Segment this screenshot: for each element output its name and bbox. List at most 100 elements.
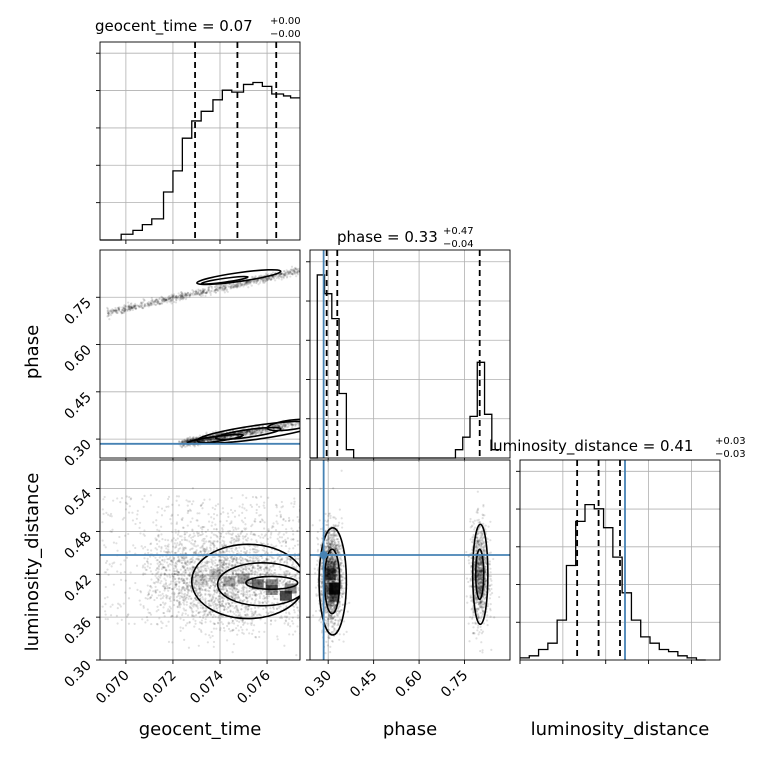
sample-point bbox=[118, 306, 121, 309]
sample-point bbox=[176, 533, 180, 536]
sample-point bbox=[291, 519, 295, 522]
sample-point bbox=[186, 622, 189, 625]
sample-point bbox=[203, 291, 206, 294]
sample-point bbox=[220, 289, 224, 292]
sample-point bbox=[305, 419, 307, 421]
sample-point bbox=[160, 300, 163, 303]
sample-point bbox=[187, 569, 190, 572]
sample-point bbox=[185, 439, 188, 442]
sample-point bbox=[236, 633, 239, 636]
sample-point bbox=[196, 607, 200, 610]
sample-point bbox=[245, 430, 248, 434]
sample-point bbox=[247, 430, 250, 433]
sample-point bbox=[208, 438, 211, 441]
sample-point bbox=[224, 436, 227, 439]
sample-point bbox=[199, 291, 203, 294]
sample-point bbox=[109, 313, 113, 317]
sample-point bbox=[235, 528, 238, 531]
sample-point bbox=[236, 537, 239, 540]
sample-point bbox=[163, 298, 166, 302]
sample-point bbox=[124, 308, 127, 311]
sample-point bbox=[244, 523, 247, 526]
sample-point bbox=[214, 288, 218, 291]
sample-point bbox=[160, 580, 163, 583]
sample-point bbox=[180, 295, 183, 298]
sample-point bbox=[215, 284, 218, 287]
sample-point bbox=[198, 534, 202, 537]
sample-point bbox=[292, 423, 295, 426]
sample-point bbox=[124, 306, 127, 309]
sample-point bbox=[301, 586, 303, 588]
sample-point bbox=[185, 603, 188, 606]
panel-frame bbox=[309, 249, 511, 459]
sample-point bbox=[200, 439, 203, 442]
sample-point bbox=[146, 584, 149, 587]
sample-point bbox=[300, 271, 302, 273]
sample-point bbox=[112, 311, 115, 314]
sample-point bbox=[273, 274, 277, 278]
sample-point bbox=[240, 284, 243, 287]
sample-point bbox=[213, 571, 216, 574]
sample-point bbox=[260, 431, 263, 434]
sample-point bbox=[208, 602, 211, 605]
sample-point bbox=[263, 277, 266, 280]
sample-point bbox=[165, 299, 168, 302]
sample-point bbox=[257, 283, 260, 286]
sample-point bbox=[200, 439, 203, 442]
sample-point bbox=[212, 581, 215, 585]
sample-point bbox=[219, 595, 222, 598]
sample-point bbox=[169, 582, 172, 585]
sample-point bbox=[180, 291, 183, 294]
sample-point bbox=[139, 303, 142, 306]
sample-point bbox=[254, 430, 257, 434]
sample-point bbox=[202, 540, 205, 543]
sample-point bbox=[285, 572, 289, 575]
sample-point bbox=[264, 428, 267, 431]
sample-point bbox=[243, 433, 246, 436]
sample-point bbox=[290, 422, 293, 425]
sample-point bbox=[284, 272, 287, 275]
sample-point bbox=[111, 312, 114, 315]
sample-point bbox=[245, 614, 248, 617]
sample-point bbox=[291, 269, 294, 272]
sample-point bbox=[249, 433, 253, 436]
sample-point bbox=[301, 581, 303, 583]
sample-point bbox=[301, 549, 303, 551]
sample-point bbox=[236, 284, 240, 288]
hist-bar bbox=[339, 394, 346, 458]
sample-point bbox=[296, 543, 300, 546]
sample-point bbox=[248, 632, 251, 635]
sample-point bbox=[151, 302, 154, 305]
sample-point bbox=[155, 580, 158, 584]
sample-point bbox=[274, 529, 278, 532]
sample-point bbox=[163, 297, 166, 301]
sample-point bbox=[112, 309, 115, 312]
sample-point bbox=[122, 306, 125, 310]
sample-point bbox=[115, 309, 118, 312]
sample-point bbox=[158, 302, 162, 306]
sample-point bbox=[301, 584, 303, 586]
sample-point bbox=[348, 408, 350, 410]
sample-point bbox=[174, 295, 178, 298]
sample-point bbox=[277, 428, 280, 431]
sample-point bbox=[254, 279, 257, 282]
sample-point bbox=[195, 290, 198, 294]
sample-point bbox=[199, 570, 202, 573]
sample-point bbox=[301, 569, 303, 571]
sample-point bbox=[198, 439, 202, 442]
sample-point bbox=[282, 272, 285, 275]
sample-point bbox=[172, 296, 175, 299]
sample-point bbox=[301, 596, 303, 598]
sample-point bbox=[279, 422, 283, 426]
sample-point bbox=[276, 424, 279, 427]
sample-point bbox=[147, 304, 150, 307]
sample-point bbox=[143, 566, 147, 569]
sample-point bbox=[162, 300, 165, 303]
sample-point bbox=[293, 271, 296, 274]
sample-point bbox=[301, 623, 303, 625]
sample-point bbox=[250, 284, 253, 287]
sample-point bbox=[301, 555, 303, 557]
sample-point bbox=[289, 268, 293, 271]
sample-point bbox=[255, 598, 258, 601]
